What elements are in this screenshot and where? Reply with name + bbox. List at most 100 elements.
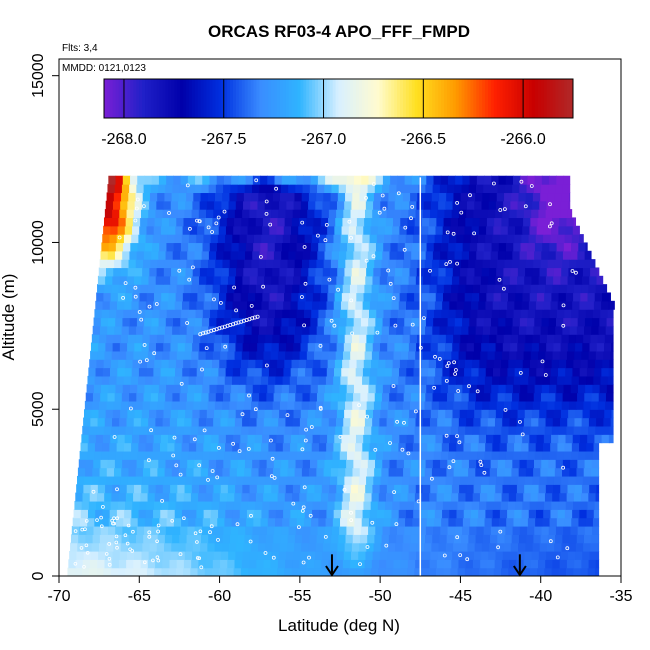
heatmap-cell: [162, 417, 171, 427]
heatmap-cell: [259, 525, 268, 535]
heatmap-cell: [389, 317, 398, 327]
heatmap-cell: [528, 509, 537, 519]
heatmap-cell: [477, 375, 486, 385]
heatmap-cell: [245, 317, 254, 327]
heatmap-cell: [225, 509, 234, 519]
heatmap-cell: [548, 459, 557, 469]
heatmap-cell: [324, 525, 333, 535]
heatmap-cell: [139, 434, 148, 444]
heatmap-cell: [548, 184, 557, 194]
heatmap-cell: [376, 517, 384, 527]
heatmap-cell: [243, 475, 252, 485]
sample-point: [309, 425, 314, 429]
heatmap-cell: [292, 417, 301, 427]
heatmap-cell: [128, 400, 137, 410]
heatmap-cell: [265, 259, 274, 269]
heatmap-cell: [133, 417, 142, 427]
heatmap-cell: [447, 250, 456, 260]
heatmap-cell: [264, 275, 272, 285]
heatmap-cell: [303, 517, 312, 527]
heatmap-cell: [340, 234, 349, 244]
heatmap-cell: [588, 350, 597, 360]
heatmap-cell: [203, 300, 212, 310]
heatmap-cell: [303, 309, 312, 319]
heatmap-cell: [390, 384, 398, 394]
heatmap-cell: [182, 292, 191, 302]
sample-point: [402, 420, 406, 425]
colorbar-swatch: [414, 79, 419, 118]
heatmap-cell: [485, 442, 493, 452]
heatmap-cell: [216, 250, 224, 260]
heatmap-cell: [198, 559, 207, 569]
heatmap-cell: [519, 184, 528, 194]
heatmap-cell: [368, 384, 377, 394]
heatmap-cell: [125, 500, 133, 510]
heatmap-cell: [302, 392, 311, 402]
heatmap-cell: [355, 509, 364, 519]
heatmap-cell: [571, 375, 580, 385]
heatmap-cell: [312, 300, 320, 310]
colorbar-swatch: [408, 79, 413, 118]
sample-point: [455, 200, 460, 205]
heatmap-cell: [483, 392, 491, 402]
heatmap-cell: [443, 284, 452, 294]
heatmap-cell: [78, 459, 87, 469]
heatmap-cell: [551, 292, 560, 302]
sample-point: [520, 432, 525, 437]
heatmap-cell: [122, 450, 131, 460]
heatmap-cell: [391, 509, 400, 519]
heatmap-cell: [334, 225, 343, 235]
heatmap-cell: [604, 409, 613, 419]
heatmap-cell: [464, 292, 473, 302]
heatmap-cell: [360, 525, 369, 535]
heatmap-cell: [317, 250, 326, 260]
heatmap-cell: [199, 200, 208, 210]
sample-point: [195, 540, 199, 544]
heatmap-cell: [357, 209, 366, 219]
heatmap-cell: [520, 450, 529, 460]
heatmap-cell: [515, 292, 524, 302]
heatmap-cell: [127, 409, 136, 419]
heatmap-cell: [569, 392, 578, 402]
heatmap-cell: [457, 500, 466, 510]
heatmap-cell: [295, 184, 304, 194]
heatmap-cell: [216, 384, 225, 394]
heatmap-cell: [420, 234, 429, 244]
heatmap-cell: [436, 217, 445, 227]
heatmap-cell: [331, 525, 340, 535]
heatmap-cell: [393, 417, 402, 427]
heatmap-cell: [467, 400, 476, 410]
heatmap-cell: [478, 509, 487, 519]
heatmap-cell: [263, 492, 271, 502]
sample-point: [323, 238, 328, 243]
heatmap-cell: [485, 509, 494, 519]
heatmap-cell: [451, 350, 460, 360]
heatmap-cell: [460, 467, 469, 477]
heatmap-cell: [334, 500, 343, 510]
heatmap-cell: [171, 259, 180, 269]
heatmap-cell: [216, 450, 225, 460]
heatmap-cell: [538, 275, 547, 285]
colorbar-tick-label: -267.0: [301, 131, 346, 148]
heatmap-cell: [589, 550, 598, 560]
heatmap-cell: [384, 434, 393, 444]
heatmap-cell: [598, 467, 600, 477]
heatmap-cell: [338, 392, 347, 402]
heatmap-cell: [397, 517, 406, 527]
x-tick-label: -60: [208, 588, 231, 605]
heatmap-cell: [495, 209, 503, 219]
heatmap-cell: [569, 467, 578, 477]
heatmap-cell: [371, 492, 380, 502]
heatmap-cell: [134, 342, 143, 352]
heatmap-cell: [603, 417, 612, 427]
heatmap-cell: [400, 425, 409, 435]
sample-point: [458, 553, 463, 557]
heatmap-cell: [381, 259, 390, 269]
heatmap-cell: [247, 300, 255, 310]
heatmap-cell: [161, 359, 170, 369]
heatmap-cell: [107, 459, 116, 469]
heatmap-cell: [198, 209, 207, 219]
heatmap-cell: [250, 334, 259, 344]
heatmap-cell: [325, 242, 334, 252]
heatmap-cell: [567, 484, 576, 494]
